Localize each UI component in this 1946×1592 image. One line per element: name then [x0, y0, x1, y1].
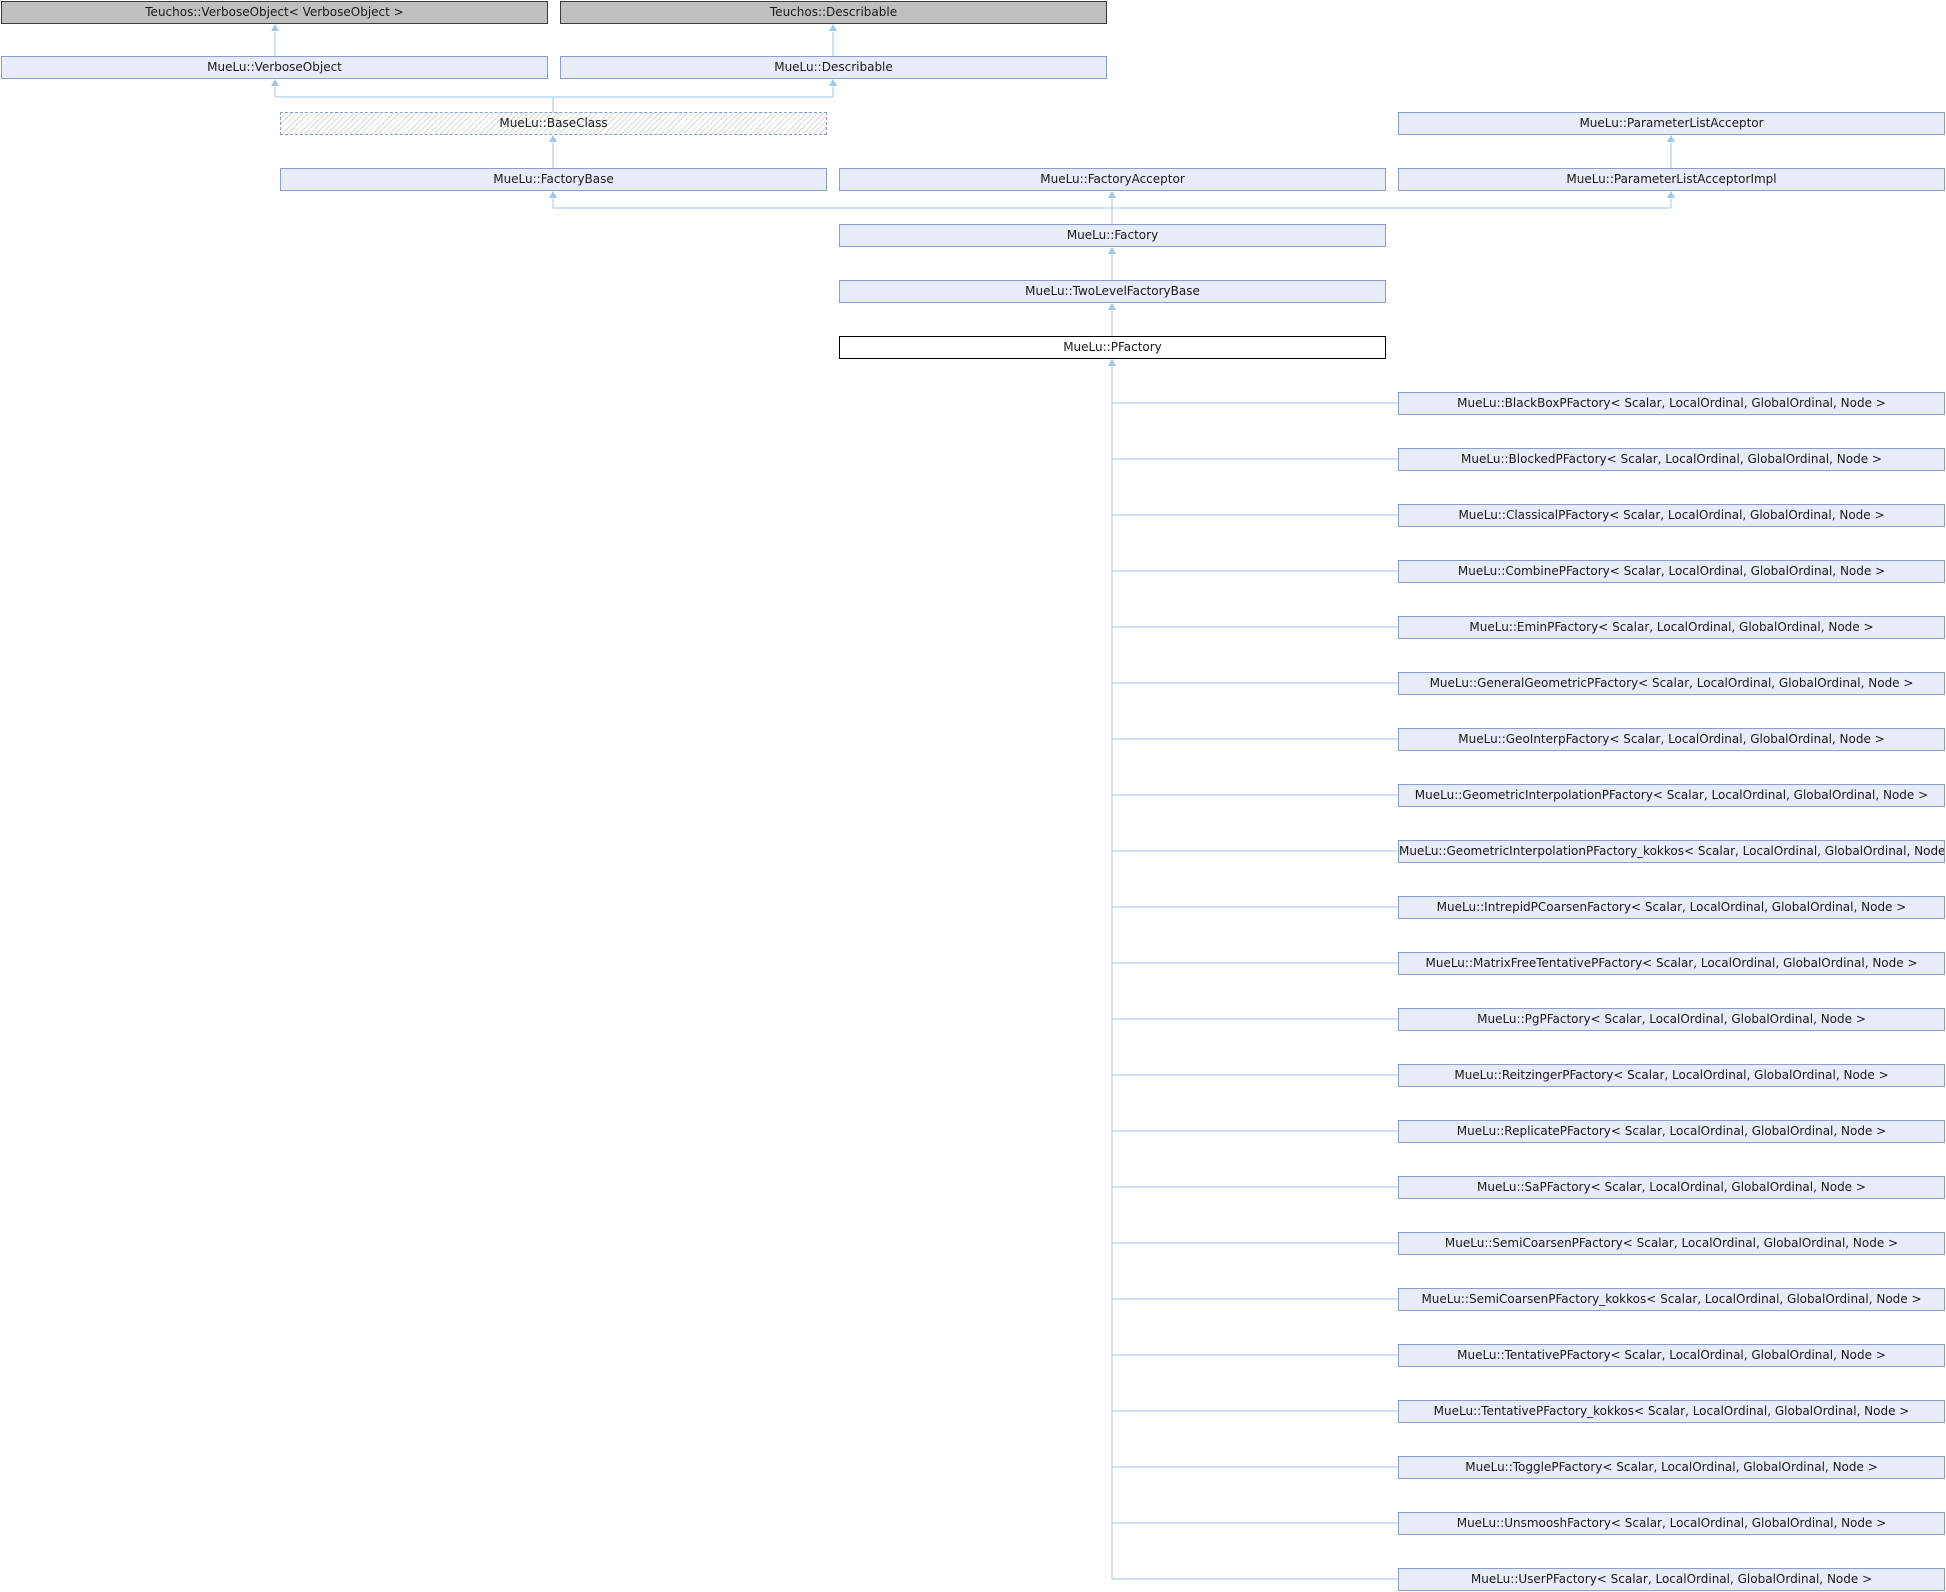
node-derived-pfactory[interactable]: MueLu::TentativePFactory< Scalar, LocalO…: [1398, 1344, 1945, 1367]
node-derived-pfactory[interactable]: MueLu::UserPFactory< Scalar, LocalOrdina…: [1398, 1568, 1945, 1591]
inheritance-arrowhead: [1108, 191, 1116, 198]
node-teuchos-verboseobject[interactable]: Teuchos::VerboseObject< VerboseObject >: [1, 1, 548, 24]
node-derived-pfactory[interactable]: MueLu::BlackBoxPFactory< Scalar, LocalOr…: [1398, 392, 1945, 415]
inheritance-arrowhead: [549, 191, 557, 198]
inheritance-arrowhead: [1108, 359, 1116, 366]
node-derived-pfactory[interactable]: MueLu::CombinePFactory< Scalar, LocalOrd…: [1398, 560, 1945, 583]
node-factory[interactable]: MueLu::Factory: [839, 224, 1386, 247]
inheritance-arrowhead: [1667, 191, 1675, 198]
node-derived-pfactory[interactable]: MueLu::SemiCoarsenPFactory_kokkos< Scala…: [1398, 1288, 1945, 1311]
node-derived-pfactory[interactable]: MueLu::UnsmooshFactory< Scalar, LocalOrd…: [1398, 1512, 1945, 1535]
node-derived-pfactory[interactable]: MueLu::BlockedPFactory< Scalar, LocalOrd…: [1398, 448, 1945, 471]
inheritance-arrowhead: [271, 24, 279, 31]
inheritance-arrowhead: [1667, 135, 1675, 142]
node-derived-pfactory[interactable]: MueLu::SemiCoarsenPFactory< Scalar, Loca…: [1398, 1232, 1945, 1255]
node-verboseobject[interactable]: MueLu::VerboseObject: [1, 56, 548, 79]
node-derived-pfactory[interactable]: MueLu::TentativePFactory_kokkos< Scalar,…: [1398, 1400, 1945, 1423]
node-derived-pfactory[interactable]: MueLu::GeneralGeometricPFactory< Scalar,…: [1398, 672, 1945, 695]
node-derived-pfactory[interactable]: MueLu::SaPFactory< Scalar, LocalOrdinal,…: [1398, 1176, 1945, 1199]
inheritance-arrowhead: [829, 79, 837, 86]
node-factorybase[interactable]: MueLu::FactoryBase: [280, 168, 827, 191]
node-derived-pfactory[interactable]: MueLu::GeoInterpFactory< Scalar, LocalOr…: [1398, 728, 1945, 751]
inheritance-arrowhead: [829, 24, 837, 31]
node-derived-pfactory[interactable]: MueLu::PgPFactory< Scalar, LocalOrdinal,…: [1398, 1008, 1945, 1031]
node-factoryacceptor[interactable]: MueLu::FactoryAcceptor: [839, 168, 1386, 191]
node-derived-pfactory[interactable]: MueLu::ReitzingerPFactory< Scalar, Local…: [1398, 1064, 1945, 1087]
node-derived-pfactory[interactable]: MueLu::GeometricInterpolationPFactory< S…: [1398, 784, 1945, 807]
node-derived-pfactory[interactable]: MueLu::ReplicatePFactory< Scalar, LocalO…: [1398, 1120, 1945, 1143]
inheritance-arrowhead: [1108, 247, 1116, 254]
node-describable[interactable]: MueLu::Describable: [560, 56, 1107, 79]
node-derived-pfactory[interactable]: MueLu::TogglePFactory< Scalar, LocalOrdi…: [1398, 1456, 1945, 1479]
node-derived-pfactory[interactable]: MueLu::GeometricInterpolationPFactory_ko…: [1398, 840, 1945, 863]
node-parameterlistacceptor[interactable]: MueLu::ParameterListAcceptor: [1398, 112, 1945, 135]
node-derived-pfactory[interactable]: MueLu::ClassicalPFactory< Scalar, LocalO…: [1398, 504, 1945, 527]
node-twolevelfactorybase[interactable]: MueLu::TwoLevelFactoryBase: [839, 280, 1386, 303]
node-baseclass[interactable]: MueLu::BaseClass: [280, 112, 827, 135]
inheritance-arrowhead: [549, 135, 557, 142]
node-derived-pfactory[interactable]: MueLu::MatrixFreeTentativePFactory< Scal…: [1398, 952, 1945, 975]
node-parameterlistacceptorimpl[interactable]: MueLu::ParameterListAcceptorImpl: [1398, 168, 1945, 191]
inheritance-arrowhead: [1108, 303, 1116, 310]
node-teuchos-describable[interactable]: Teuchos::Describable: [560, 1, 1107, 24]
node-derived-pfactory[interactable]: MueLu::IntrepidPCoarsenFactory< Scalar, …: [1398, 896, 1945, 919]
inheritance-arrowhead: [271, 79, 279, 86]
node-derived-pfactory[interactable]: MueLu::EminPFactory< Scalar, LocalOrdina…: [1398, 616, 1945, 639]
node-pfactory-current: MueLu::PFactory: [839, 336, 1386, 359]
